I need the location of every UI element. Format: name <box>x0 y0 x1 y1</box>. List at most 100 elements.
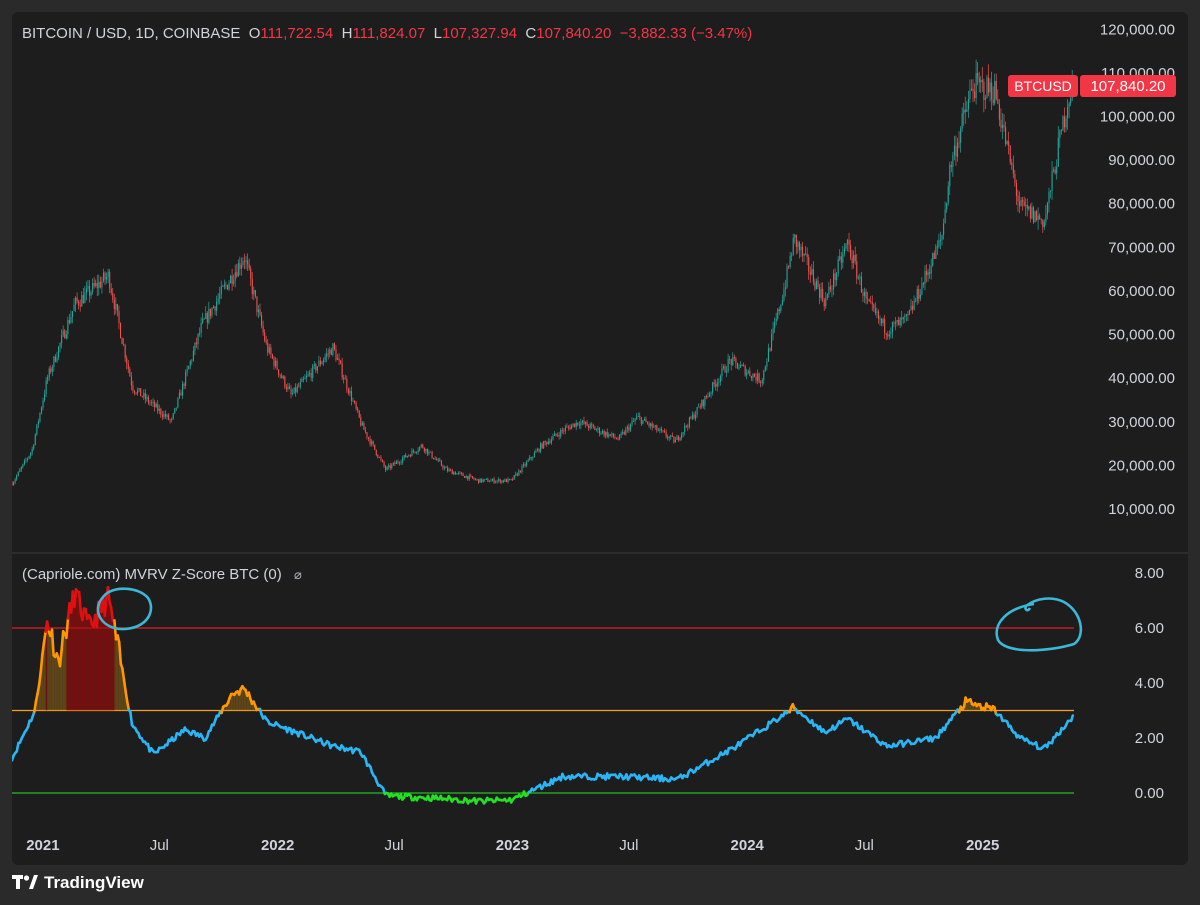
candle-body <box>200 322 202 333</box>
candle-body <box>443 467 446 469</box>
candle-body <box>440 461 442 466</box>
candle-body <box>296 386 298 393</box>
candle-body <box>319 360 322 365</box>
mvrv-fill-segment <box>250 703 253 711</box>
candle-body <box>47 377 49 381</box>
candle-body <box>223 284 225 287</box>
candle-body <box>642 420 644 424</box>
mvrv-fill-segment <box>968 699 971 711</box>
candle-body <box>1000 119 1002 128</box>
candle-body <box>600 433 602 435</box>
candle-body <box>991 82 993 100</box>
candle-body <box>231 275 233 284</box>
candle-body <box>250 268 252 280</box>
candle-body <box>1039 215 1041 220</box>
candle-body <box>501 480 503 483</box>
candle-body <box>972 88 974 92</box>
candle-body <box>251 279 253 295</box>
eye-off-icon[interactable]: ⌀ <box>293 567 302 582</box>
candle-body <box>899 317 901 326</box>
candle-body <box>208 308 210 323</box>
mvrv-line-segment <box>73 588 78 609</box>
mvrv-line-segment <box>124 689 129 703</box>
candle-body <box>696 407 698 415</box>
price-axis-label: 60,000.00 <box>1108 283 1175 300</box>
candle-body <box>943 223 945 235</box>
candle-body <box>879 318 881 320</box>
candle-body <box>197 333 199 344</box>
candle-body <box>490 480 492 482</box>
candle-body <box>544 441 546 443</box>
candle-body <box>225 284 227 286</box>
candle-body <box>298 386 300 388</box>
mvrv-line-segment <box>39 653 44 673</box>
candle-body <box>803 253 805 256</box>
mvrv-fill-segment <box>79 612 82 711</box>
mvrv-fill-segment <box>244 689 246 711</box>
candle-body <box>321 362 323 365</box>
candle-body <box>628 426 630 431</box>
chart-frame[interactable]: 120,000.00 110,000.00 100,000.00 90,000.00 8… <box>12 12 1188 865</box>
candle-body <box>826 294 828 299</box>
mvrv-fill-segment <box>106 587 109 711</box>
candle-body <box>79 305 81 307</box>
mvrv-fill-segment <box>240 686 243 711</box>
candle-body <box>625 429 627 435</box>
candle-body <box>699 406 701 408</box>
candle-body <box>416 452 418 453</box>
candle-body <box>963 109 965 114</box>
candle-body <box>474 479 477 481</box>
price-candles <box>12 59 1075 487</box>
candle-body <box>488 481 490 483</box>
candle-body <box>614 436 616 439</box>
candle-body <box>946 203 948 210</box>
candle-body <box>651 423 653 428</box>
candle-body <box>549 441 551 443</box>
candle-body <box>264 332 266 341</box>
chart-svg[interactable]: 120,000.00110,000.00100,000.0090,000.008… <box>12 12 1188 865</box>
candle-body <box>543 441 545 449</box>
candle-body <box>871 302 873 305</box>
candle-body <box>988 77 990 93</box>
candle-body <box>597 427 599 430</box>
candle-body <box>203 318 205 320</box>
mvrv-fill-segment <box>40 654 43 711</box>
candle-body <box>535 451 537 453</box>
candle-body <box>507 478 509 483</box>
candle-body <box>17 471 19 476</box>
candle-body <box>829 286 831 290</box>
candle-body <box>420 444 422 447</box>
mvrv-fill-segment <box>48 635 51 711</box>
candle-body <box>313 364 315 366</box>
candle-body <box>160 408 162 415</box>
candle-body <box>282 376 284 379</box>
candle-body <box>862 292 864 297</box>
candle-body <box>110 288 112 294</box>
candle-body <box>842 253 844 263</box>
candle-body <box>887 334 889 337</box>
candle-body <box>958 142 960 144</box>
candle-body <box>180 392 182 396</box>
candle-body <box>73 304 75 312</box>
candle-body <box>496 480 498 482</box>
tradingview-logo[interactable]: TradingView <box>12 873 144 893</box>
candle-body <box>487 479 489 482</box>
candle-body <box>48 368 50 378</box>
candle-body <box>171 418 173 420</box>
candle-body <box>705 396 707 398</box>
candle-body <box>30 452 32 457</box>
candle-body <box>966 109 968 112</box>
candle-body <box>268 347 270 353</box>
mvrv-line-segment <box>117 640 123 666</box>
candle-body <box>1009 145 1011 163</box>
indicator-title[interactable]: (Capriole.com) MVRV Z-Score BTC (0) <box>22 566 282 583</box>
mvrv-fill-segment <box>85 618 88 711</box>
candle-body <box>394 462 396 464</box>
candle-body <box>873 304 875 309</box>
mvrv-fill-segment <box>976 704 979 711</box>
candle-body <box>572 423 574 426</box>
mvrv-fill-segment <box>42 642 45 711</box>
candle-body <box>293 387 295 394</box>
candle-body <box>140 388 142 397</box>
candle-body <box>206 312 208 323</box>
